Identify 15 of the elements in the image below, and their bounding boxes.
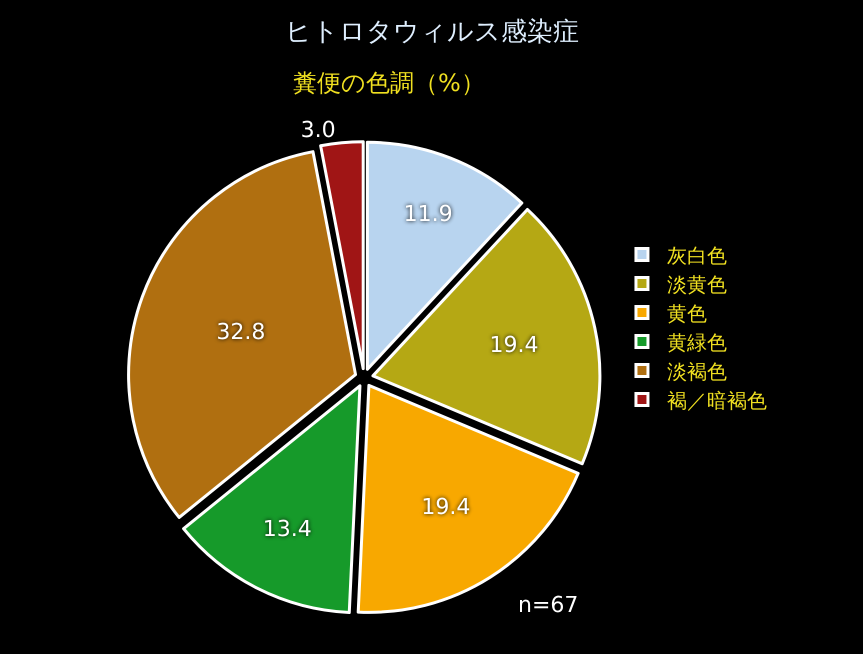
chart-title: ヒトロタウィルス感染症 [285,17,579,47]
data-label: 19.4 [489,332,538,358]
legend-label: 黄緑色 [666,330,727,354]
legend-label: 黄色 [666,301,707,326]
legend-label: 淡黄色 [666,272,727,296]
data-label: 3.0 [300,118,336,143]
legend-label: 褐／暗褐色 [666,388,767,412]
legend-label: 灰白色 [666,243,727,268]
legend-label: 淡褐色 [666,359,727,384]
data-label: 13.4 [262,517,312,542]
data-label: 19.4 [421,494,470,520]
data-label: 32.8 [216,320,266,346]
data-label: 11.9 [404,202,453,228]
text: n=67 [518,593,578,618]
chart-subtitle: 糞便の色調（%） [293,69,485,97]
